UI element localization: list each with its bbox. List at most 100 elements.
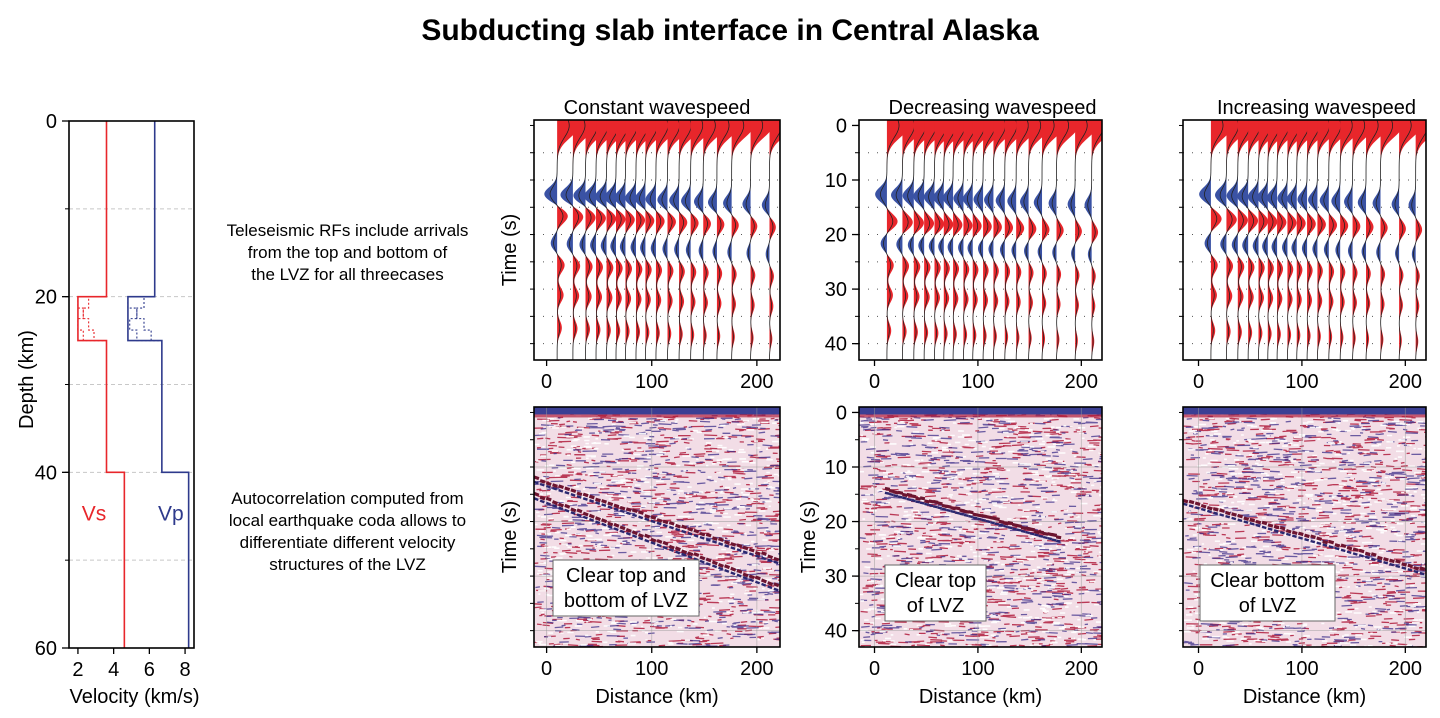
panel-title: Increasing wavespeed	[1217, 97, 1416, 119]
trace-positive-fill	[645, 120, 668, 360]
trace-line	[711, 120, 730, 360]
trace-line	[565, 120, 586, 360]
trace-positive-fill	[635, 120, 658, 360]
y-tick-label: 20	[825, 225, 847, 247]
trace-negative-fill	[1214, 120, 1227, 360]
noise-blue	[1183, 407, 1426, 647]
trace-negative-fill	[1048, 120, 1057, 360]
trace-positive-fill	[972, 120, 995, 360]
trace-line	[880, 120, 900, 360]
trace-positive-fill	[983, 120, 1006, 360]
trace-negative-fill	[723, 120, 732, 360]
trace-line	[745, 120, 764, 360]
trace-line	[673, 120, 692, 360]
trace-negative-fill	[1357, 120, 1367, 360]
x-tick-label: 0	[1193, 658, 1204, 680]
rf-constant-chart: 0 100 200 Constant wavespeed Time (s)	[499, 97, 781, 393]
trace-positive-fill	[625, 120, 648, 360]
vp-series-line	[127, 121, 190, 648]
rf-increasing-chart: 0 100 200 Increasing wavespeed	[1179, 97, 1427, 393]
y-axis-label: Time (s)	[798, 501, 820, 574]
trace-line	[1070, 120, 1088, 360]
noise-blue	[534, 407, 780, 647]
trace-negative-fill	[1391, 120, 1400, 360]
trace-positive-fill	[1399, 120, 1422, 360]
trace-positive-fill	[1028, 120, 1051, 360]
trace-positive-fill	[913, 120, 936, 360]
trace-line	[1375, 120, 1394, 360]
y-axis-label: Time (s)	[499, 214, 521, 287]
rf-annotation-line: from the top and bottom of	[247, 243, 448, 262]
trace-line	[895, 120, 915, 360]
x-tick-label: 6	[144, 659, 155, 681]
trace-positive-fill	[1210, 120, 1233, 360]
trace-negative-fill	[913, 120, 925, 360]
image-background	[534, 407, 780, 647]
autocorrelation-annotation-line: Autocorrelation computed from	[231, 489, 464, 508]
trace-positive-fill	[731, 120, 754, 360]
annotation-label: Clear top	[895, 570, 976, 592]
trace-line	[1411, 131, 1426, 360]
trace-line	[1037, 120, 1055, 360]
trace-negative-fill	[875, 120, 887, 360]
wiggle-traces	[1183, 120, 1426, 360]
trace-negative-fill	[1408, 120, 1416, 360]
noise-white	[859, 407, 1102, 647]
trace-line	[1219, 120, 1239, 360]
y-tick-label: 0	[46, 111, 57, 133]
trace-negative-fill	[890, 120, 903, 360]
trace-line	[1231, 120, 1251, 360]
trace-line	[649, 120, 669, 360]
trace-positive-fill	[924, 120, 947, 360]
figure-title: Subducting slab interface in Central Ala…	[421, 14, 1039, 47]
y-tick-label: 40	[825, 621, 847, 643]
trace-line	[1323, 120, 1342, 360]
noise-red	[859, 407, 1102, 647]
trace-negative-fill	[1372, 120, 1381, 360]
zero-lag-sidelobe	[534, 414, 780, 418]
trace-positive-fill	[1091, 120, 1102, 360]
trace-positive-fill	[1248, 120, 1271, 360]
trace-positive-fill	[1307, 120, 1330, 360]
trace-line	[609, 120, 629, 360]
reflector-blue	[534, 480, 779, 565]
trace-negative-fill	[973, 120, 984, 360]
trace-line	[726, 120, 745, 360]
x-axis-label: Distance (km)	[595, 686, 718, 708]
trace-positive-fill	[679, 120, 702, 360]
trace-positive-fill	[716, 120, 739, 360]
trace-positive-fill	[1328, 120, 1351, 360]
trace-positive-fill	[1287, 120, 1310, 360]
y-tick-label: 0	[836, 115, 847, 137]
trace-positive-fill	[1226, 120, 1249, 360]
annotation-box	[1199, 564, 1336, 622]
x-tick-label: 200	[1065, 371, 1098, 393]
trace-line	[1051, 120, 1070, 360]
trace-positive-fill	[993, 120, 1016, 360]
trace-negative-fill	[1277, 120, 1288, 360]
trace-positive-fill	[690, 120, 713, 360]
annotation-label: bottom of LVZ	[564, 590, 688, 612]
plot-frame	[858, 406, 1103, 648]
trace-line	[1204, 120, 1224, 360]
trace-positive-fill	[655, 120, 678, 360]
trace-negative-fill	[1266, 120, 1278, 360]
image-background	[859, 407, 1102, 647]
trace-negative-fill	[1199, 120, 1211, 360]
trace-negative-fill	[681, 120, 691, 360]
trace-line	[1023, 120, 1042, 360]
vp-series-label: Vp	[158, 503, 184, 526]
trace-positive-fill	[1380, 120, 1403, 360]
x-tick-label: 100	[961, 658, 994, 680]
trace-negative-fill	[544, 120, 558, 360]
trace-negative-fill	[761, 120, 770, 360]
trace-line	[1241, 120, 1261, 360]
vs-series-line	[77, 121, 126, 648]
trace-positive-fill	[750, 120, 773, 360]
x-tick-label: 100	[1285, 658, 1318, 680]
trace-line	[907, 120, 927, 360]
trace-negative-fill	[1020, 120, 1029, 360]
y-tick-label: 10	[825, 170, 847, 192]
trace-negative-fill	[645, 120, 656, 360]
